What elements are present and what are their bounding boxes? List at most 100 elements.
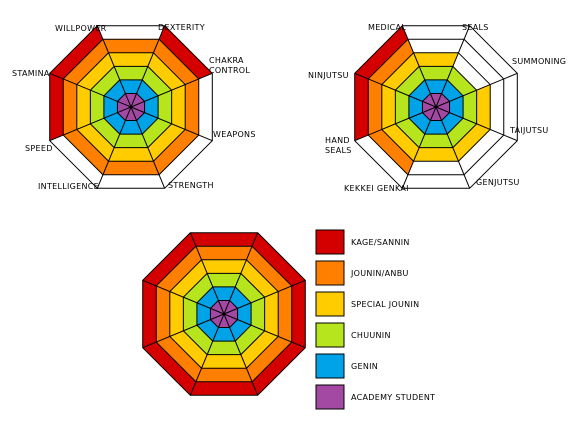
radar-segment: [63, 129, 109, 175]
radar-segment: [476, 84, 491, 130]
radar-segment: [354, 73, 369, 141]
radar-spoke: [96, 25, 132, 108]
radar-spoke: [435, 25, 471, 108]
radar-spoke: [130, 25, 166, 108]
legend-label: SPECIAL JOUNIN: [351, 300, 419, 309]
radar-segment: [210, 314, 224, 328]
radar-segment: [190, 232, 258, 247]
radar-segment: [183, 325, 213, 355]
radar-segment: [246, 336, 292, 382]
jutsu-radar-chart: [354, 25, 518, 189]
radar-segment: [196, 319, 219, 342]
axis-label-summoning: SUMMONING: [512, 57, 566, 66]
radar-spoke: [435, 72, 518, 108]
radar-spoke: [435, 106, 471, 189]
radar-segment: [381, 123, 420, 162]
radar-segment: [210, 308, 224, 320]
axis-label-weapons: WEAPONS: [213, 130, 256, 139]
radar-segment: [142, 280, 157, 348]
radar-segment: [381, 84, 396, 130]
legend-label: CHUUNIN: [351, 331, 391, 340]
radar-segment: [102, 161, 160, 175]
radar-segment: [142, 232, 196, 286]
radar-segment: [413, 52, 459, 67]
radar-segment: [103, 95, 118, 119]
radar-segment: [117, 101, 131, 113]
radar-segment: [171, 84, 186, 130]
axis-label-medical: MEDICAL: [368, 23, 406, 32]
radar-segment: [153, 39, 199, 85]
radar-segment: [119, 79, 143, 94]
radar-spoke: [223, 313, 306, 349]
radar-spoke: [189, 232, 225, 315]
radar-segment: [190, 381, 258, 396]
radar-segment: [169, 330, 208, 369]
radar-segment: [436, 107, 450, 121]
legend-swatch: [315, 229, 345, 255]
radar-segment: [158, 90, 172, 124]
radar-segment: [264, 291, 279, 337]
radar-spoke: [401, 25, 437, 108]
legend-swatch: [315, 353, 345, 379]
radar-segment: [90, 90, 104, 124]
radar-segment: [76, 52, 115, 91]
radar-segment: [422, 107, 436, 121]
radar-segment: [195, 368, 253, 382]
radar-segment: [368, 78, 382, 136]
radar-segment: [131, 93, 145, 107]
radar-segment: [240, 259, 279, 298]
axis-label-intelligence: INTELLIGENCE: [38, 182, 99, 191]
radar-segment: [354, 25, 408, 79]
radar-segment: [103, 79, 126, 102]
axis-label-hand-seals: HAND SEALS: [325, 136, 352, 155]
radar-segment: [291, 280, 306, 348]
radar-segment: [142, 342, 196, 396]
radar-spoke: [49, 72, 132, 108]
radar-segment: [117, 93, 131, 107]
legend-label: GENIN: [351, 362, 378, 371]
radar-segment: [224, 300, 238, 314]
radar-segment: [201, 354, 247, 369]
radar-segment: [63, 78, 77, 136]
radar-segment: [452, 123, 491, 162]
radar-segment: [422, 101, 436, 113]
radar-segment: [195, 246, 253, 260]
radar-segment: [76, 123, 115, 162]
radar-segment: [463, 90, 477, 124]
radar-spoke: [96, 106, 132, 189]
radar-segment: [419, 134, 453, 148]
axis-label-genjutsu: GENJUTSU: [476, 178, 520, 187]
radar-segment: [144, 95, 159, 119]
radar-segment: [441, 79, 464, 102]
radar-spoke: [223, 313, 259, 396]
radar-segment: [229, 319, 252, 342]
radar-segment: [142, 66, 172, 96]
radar-segment: [136, 79, 159, 102]
radar-segment: [212, 286, 236, 301]
radar-segment: [201, 259, 247, 274]
radar-segment: [224, 308, 238, 320]
stats-radar-chart: [49, 25, 213, 189]
radar-segment: [229, 286, 252, 309]
radar-segment: [246, 246, 292, 292]
axis-label-stamina: STAMINA: [12, 69, 50, 78]
radar-segment: [114, 66, 148, 80]
legend-swatch: [315, 322, 345, 348]
radar-segment: [408, 95, 423, 119]
axis-label-ninjutsu: NINJUTSU: [308, 71, 349, 80]
radar-segment: [278, 285, 292, 343]
radar-segment: [419, 66, 453, 80]
radar-segment: [63, 39, 109, 85]
radar-segment: [183, 273, 213, 303]
radar-spoke: [142, 313, 225, 349]
radar-segment: [131, 107, 145, 121]
radar-segment: [142, 118, 172, 148]
radar-segment: [424, 79, 448, 94]
radar-segment: [224, 314, 238, 328]
radar-segment: [147, 52, 186, 91]
radar-segment: [125, 93, 137, 107]
axis-label-seals: SEALS: [462, 23, 489, 32]
radar-segment: [408, 79, 431, 102]
axis-label-chakra-control: CHAKRA CONTROL: [209, 56, 250, 75]
legend-label: JOUNIN/ANBU: [350, 269, 409, 278]
